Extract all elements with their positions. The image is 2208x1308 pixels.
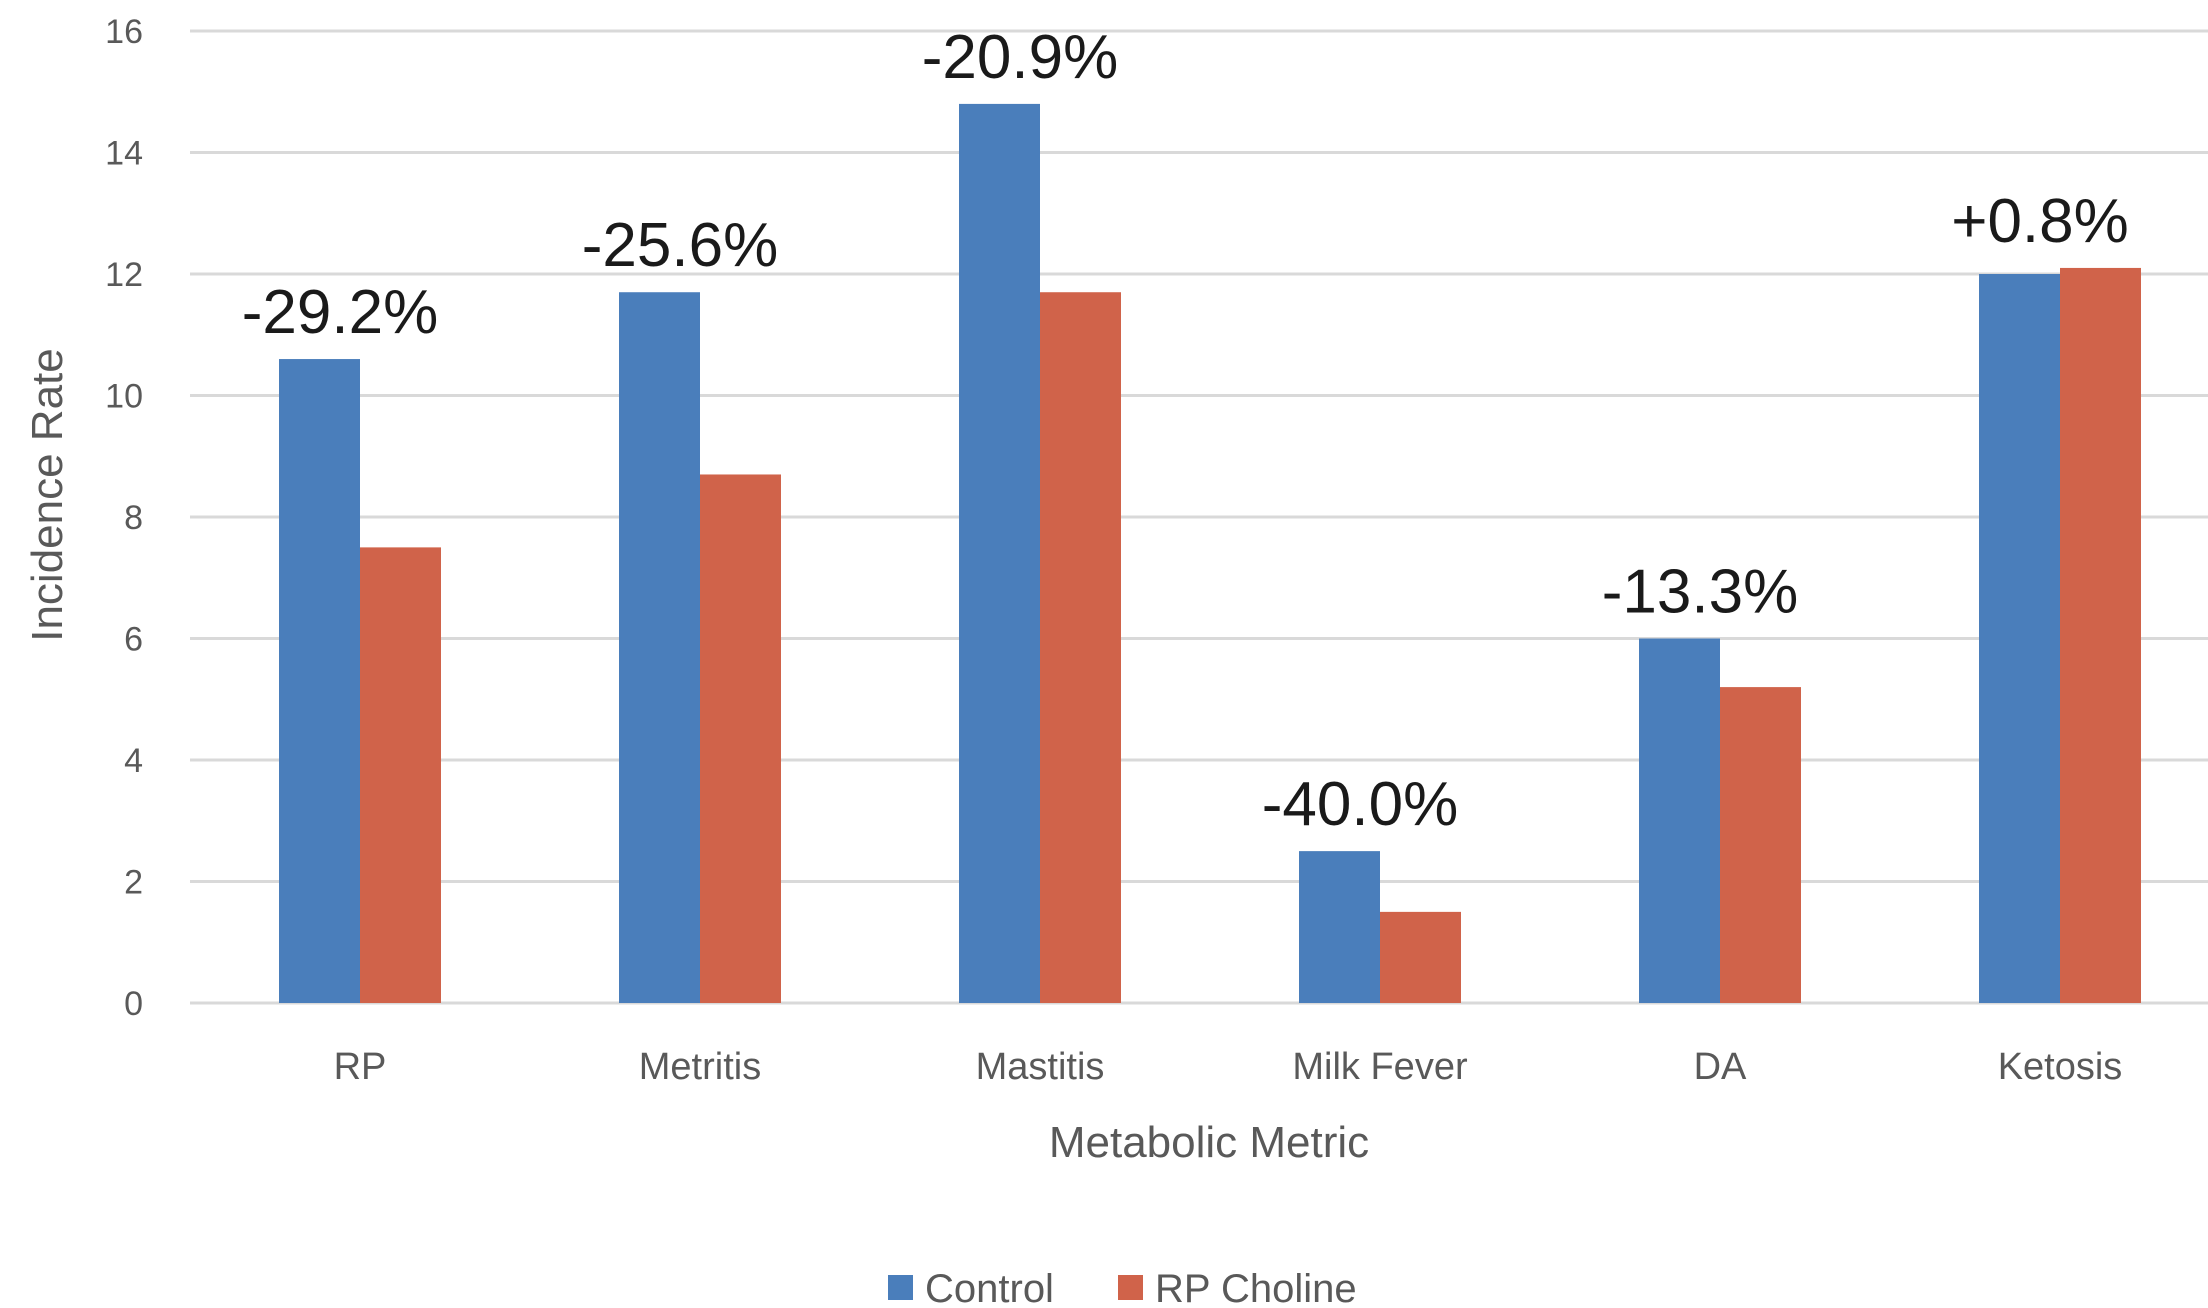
bar-rp-choline-rp xyxy=(360,547,441,1003)
x-tick-label: Mastitis xyxy=(976,1046,1105,1088)
y-axis-title: Incidence Rate xyxy=(23,348,72,642)
x-tick-label: RP xyxy=(334,1046,387,1088)
bar-rp-choline-metritis xyxy=(700,474,781,1004)
x-tick-label: Metritis xyxy=(639,1046,761,1088)
bar-rp-choline-da xyxy=(1720,687,1801,1003)
percent-change-label: -25.6% xyxy=(582,211,778,280)
bar-control-rp xyxy=(279,359,360,1003)
y-tick-label: 6 xyxy=(124,621,143,659)
percent-change-label: -29.2% xyxy=(242,278,438,347)
y-tick-label: 0 xyxy=(124,985,143,1023)
bar-control-mastitis xyxy=(959,103,1040,1003)
bar-control-da xyxy=(1639,638,1720,1003)
x-tick-label: DA xyxy=(1694,1046,1747,1088)
bar-control-milk-fever xyxy=(1299,851,1380,1003)
bar-rp-choline-milk-fever xyxy=(1380,911,1461,1003)
y-tick-label: 10 xyxy=(105,378,143,416)
legend-swatch xyxy=(888,1275,913,1300)
y-tick-label: 2 xyxy=(124,864,143,902)
bar-rp-choline-mastitis xyxy=(1040,292,1121,1004)
y-tick-label: 8 xyxy=(124,499,143,537)
bar-control-ketosis xyxy=(1979,274,2060,1003)
y-axis-ticks: 0 2 4 6 8 10 12 14 16 xyxy=(105,13,143,1023)
x-tick-label: Milk Fever xyxy=(1292,1046,1468,1088)
gridlines xyxy=(190,29,2208,1005)
bars xyxy=(279,103,2141,1004)
legend-label: RP Choline xyxy=(1155,1267,1357,1308)
legend-label: Control xyxy=(925,1267,1054,1308)
percent-change-label: +0.8% xyxy=(1951,187,2129,256)
percent-change-label: -40.0% xyxy=(1262,770,1458,839)
y-tick-label: 16 xyxy=(105,13,143,51)
y-tick-label: 4 xyxy=(124,742,143,780)
legend: Control RP Choline xyxy=(888,1267,1357,1308)
legend-swatch xyxy=(1118,1275,1143,1300)
x-axis-title: Metabolic Metric xyxy=(1049,1118,1369,1167)
x-tick-label: Ketosis xyxy=(1998,1046,2123,1088)
percent-change-label: -13.3% xyxy=(1602,558,1798,627)
data-labels: -29.2% -25.6% -20.9% -40.0% -13.3% +0.8% xyxy=(242,23,2129,839)
y-tick-label: 12 xyxy=(105,256,143,294)
percent-change-label: -20.9% xyxy=(922,23,1118,92)
bar-rp-choline-ketosis xyxy=(2060,267,2141,1003)
y-tick-label: 14 xyxy=(105,135,143,173)
x-axis-categories: RP Metritis Mastitis Milk Fever DA Ketosis xyxy=(334,1046,2123,1088)
bar-control-metritis xyxy=(619,292,700,1004)
